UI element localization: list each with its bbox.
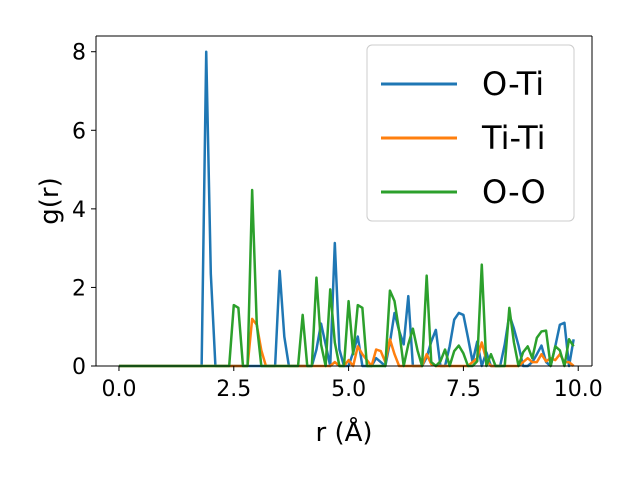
y-tick-label: 2 [72,276,86,301]
series-line-ti-ti [118,317,575,368]
y-ticks: 0 2 4 6 8 [72,41,96,380]
legend-box [366,44,575,222]
x-tick-label: 7.5 [446,377,481,402]
x-ticks: 0.0 2.5 5.0 7.5 10.0 [101,366,603,402]
legend-label-o-ti: O-Ti [482,65,544,103]
y-tick-label: 6 [72,119,86,144]
x-tick-label: 5.0 [331,377,366,402]
legend: O-Ti Ti-Ti O-O [366,44,575,222]
x-axis-label: r (Å) [315,416,372,448]
series-line-o-o [118,188,575,368]
y-axis-label: g(r) [35,177,65,224]
legend-label-o-o: O-O [482,173,546,211]
x-tick-label: 10.0 [554,377,603,402]
legend-label-ti-ti: Ti-Ti [481,119,546,157]
x-tick-label: 2.5 [216,377,251,402]
y-tick-label: 0 [72,355,86,380]
y-tick-label: 4 [72,198,86,223]
x-tick-label: 0.0 [101,377,136,402]
axes-frame [95,35,593,367]
y-tick-label: 8 [72,41,86,66]
